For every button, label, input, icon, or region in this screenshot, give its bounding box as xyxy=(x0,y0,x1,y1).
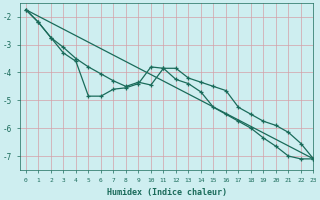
X-axis label: Humidex (Indice chaleur): Humidex (Indice chaleur) xyxy=(107,188,227,197)
